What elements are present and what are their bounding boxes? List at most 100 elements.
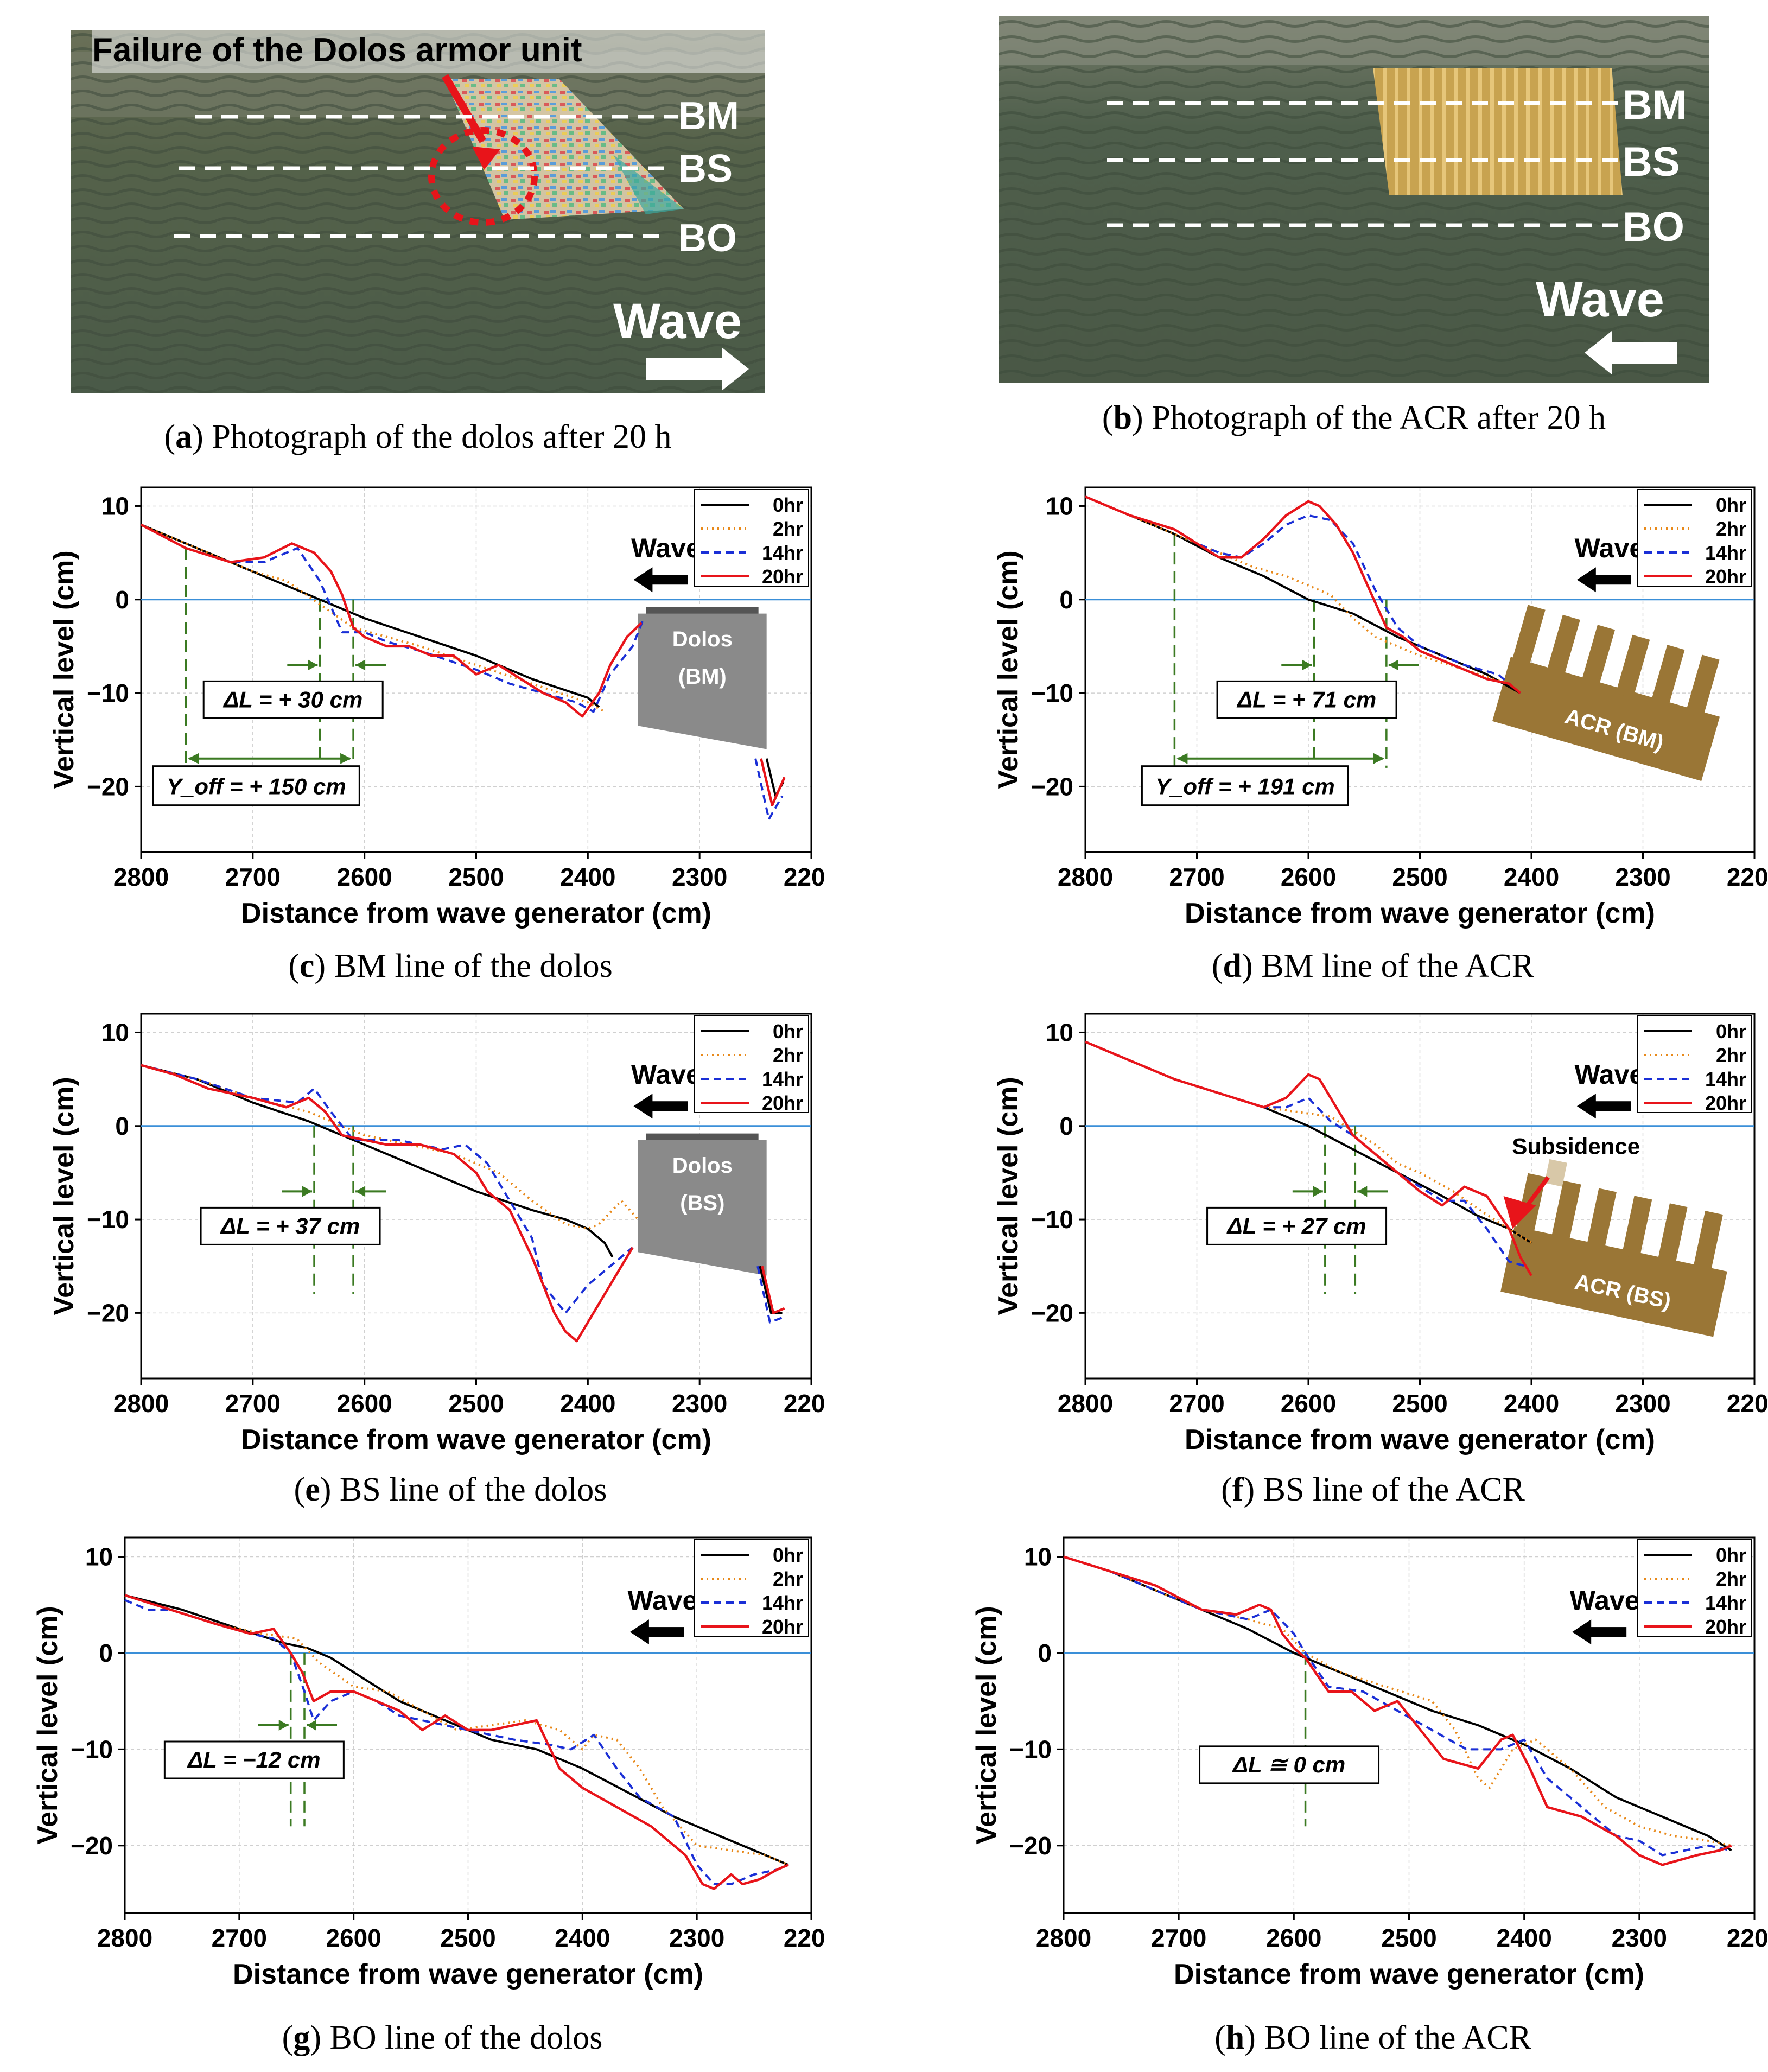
wave-arrow-shaft (1588, 1627, 1627, 1637)
wave-arrowhead (629, 1619, 649, 1645)
acr-base (1492, 657, 1720, 781)
caption-g: (g) BO line of the dolos (282, 2019, 603, 2056)
x-axis-label: Distance from wave generator (cm) (241, 1424, 711, 1456)
legend-label-14hr: 14hr (1705, 1068, 1746, 1090)
y-axis-label: Vertical level (cm) (32, 1606, 63, 1844)
y-tick-label: 10 (1046, 1018, 1073, 1046)
y-tick-label: 0 (1059, 586, 1073, 614)
caption-f-letter: f (1232, 1471, 1244, 1508)
x-tick-label: 2500 (448, 863, 504, 891)
x-tick-label: 2700 (1169, 863, 1224, 891)
y-tick-label: 10 (1046, 492, 1073, 520)
y-tick-label: −10 (87, 1205, 129, 1234)
offset-arrowhead-right (1373, 753, 1384, 764)
acr-block: ACR (BM) (1492, 605, 1720, 781)
x-tick-label: 2300 (1615, 1389, 1670, 1418)
wave-label: Wave (628, 1585, 698, 1616)
caption-b-letter: b (1113, 399, 1133, 436)
x-tick-label: 2600 (1281, 863, 1336, 891)
chart-bm-acr: 2800 2700 2600 2500 2400 2300 2200 10 0 −10 −20 ACR… (993, 486, 1768, 929)
y-tick-label: −10 (71, 1735, 113, 1763)
y-tick-label: 0 (115, 586, 129, 614)
offset-box (1141, 765, 1349, 806)
delta-box (163, 1740, 345, 1779)
offset-arrowhead-left (188, 753, 199, 764)
dolos-cap (646, 1133, 759, 1141)
caption-g-text: BO line of the dolos (321, 2019, 603, 2056)
offset-label: Y_off = + 150 cm (167, 774, 346, 799)
x-tick-label: 2800 (1036, 1924, 1091, 1952)
chart-bs-dolos: 2800 2700 2600 2500 2400 2300 2200 10 0 −10 −20 Dol… (48, 1013, 825, 1456)
chart-bs-acr: 2800 2700 2600 2500 2400 2300 2200 10 0 −10 −20 ACR… (993, 1013, 1768, 1456)
wave-label: Wave (1574, 533, 1644, 563)
series-20hr (1085, 1040, 1532, 1276)
series-20hr (124, 1594, 789, 1890)
plot-frame (1084, 486, 1756, 853)
x-tick-label: 2700 (225, 863, 281, 891)
caption-h-letter: h (1225, 2019, 1245, 2056)
caption-c-letter: c (299, 948, 315, 984)
legend-label-14hr: 14hr (762, 1068, 803, 1090)
series-20hr (141, 1064, 634, 1343)
delta-label: ΔL = + 71 cm (1236, 687, 1376, 712)
delta-arrowhead-left (1313, 1186, 1323, 1197)
wave-label: Wave (1570, 1585, 1640, 1616)
legend-label-14hr: 14hr (762, 542, 803, 564)
dolos-block (638, 613, 767, 749)
acr-ghost (1544, 1159, 1567, 1187)
caption-a-text: Photograph of the dolos after 20 h (203, 418, 672, 455)
acr-block: ACR (BS) (1500, 1159, 1727, 1337)
x-tick-label: 2500 (1381, 1924, 1436, 1952)
series-tail20 (761, 1266, 785, 1314)
series-tail0 (759, 1266, 783, 1314)
x-tick-label: 2200 (784, 1924, 825, 1952)
wave-arrowhead (1576, 567, 1596, 593)
caption-d-text: BM line of the ACR (1252, 948, 1535, 984)
series-tail20 (760, 758, 786, 807)
delta-label: ΔL = −12 cm (187, 1747, 321, 1772)
delta-arrowhead-right (355, 659, 366, 671)
x-tick-label: 2200 (1727, 1389, 1768, 1418)
legend-label-14hr: 14hr (1705, 1592, 1746, 1614)
delta-arrowhead-left (302, 1186, 313, 1197)
x-tick-label: 2400 (1504, 863, 1559, 891)
x-tick-label: 2300 (669, 1924, 724, 1952)
legend-label-2hr: 2hr (773, 1044, 803, 1066)
acr-tooth (1616, 634, 1650, 698)
legend-label-2hr: 2hr (773, 518, 803, 540)
structure-label-2: (BS) (680, 1191, 724, 1215)
wave-arrowhead (1576, 1094, 1596, 1119)
delta-arrowhead-right (1388, 659, 1398, 671)
y-axis-label: Vertical level (cm) (993, 550, 1024, 789)
legend-label-0hr: 0hr (1716, 1020, 1746, 1043)
x-tick-label: 2400 (555, 1924, 610, 1952)
acr-tooth (1546, 614, 1580, 678)
caption-h: (h) BO line of the ACR (1214, 2019, 1531, 2056)
caption-f-text: BS line of the ACR (1255, 1471, 1525, 1508)
plot-frame (140, 486, 812, 853)
x-tick-label: 2500 (1392, 1389, 1447, 1418)
offset-label: Y_off = + 191 cm (1155, 774, 1335, 799)
y-tick-label: 10 (1024, 1542, 1052, 1571)
series-14hr (1063, 1555, 1732, 1857)
y-tick-label: −20 (87, 1299, 129, 1327)
caption-e: (e) BS line of the dolos (294, 1471, 607, 1508)
caption-e-letter: e (305, 1471, 320, 1508)
x-tick-label: 2800 (97, 1924, 152, 1952)
x-tick-label: 2700 (1169, 1389, 1224, 1418)
x-tick-label: 2600 (1266, 1924, 1321, 1952)
acr-tooth (1511, 605, 1546, 669)
x-tick-label: 2200 (784, 1389, 825, 1418)
chart-bm-dolos: 2800 2700 2600 2500 2400 2300 2200 10 0 −10 −20 Dol… (48, 486, 825, 929)
caption-e-text: BS line of the dolos (331, 1471, 607, 1508)
plot-frame (140, 1013, 812, 1380)
y-tick-label: −20 (1009, 1832, 1052, 1860)
legend-label-20hr: 20hr (762, 1092, 803, 1114)
x-tick-label: 2700 (225, 1389, 281, 1418)
acr-tooth (1581, 625, 1616, 689)
structure-label-2: (BM) (678, 665, 727, 689)
acr-tooth (1650, 645, 1685, 708)
delta-arrowhead-right (307, 1720, 317, 1731)
caption-c-text: BM line of the dolos (326, 948, 613, 984)
delta-box (202, 680, 384, 719)
